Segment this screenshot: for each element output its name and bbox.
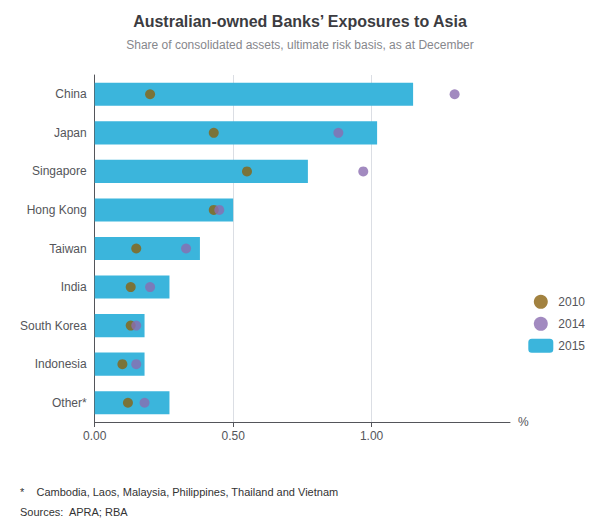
svg-text:0.50: 0.50 (221, 429, 245, 443)
svg-text:Hong Kong: Hong Kong (27, 203, 87, 217)
svg-text:Indonesia: Indonesia (35, 357, 87, 371)
svg-text:2014: 2014 (558, 317, 585, 331)
svg-text:Taiwan: Taiwan (49, 242, 86, 256)
svg-text:Japan: Japan (54, 126, 87, 140)
svg-text:2010: 2010 (558, 295, 585, 309)
svg-text:0.00: 0.00 (83, 429, 107, 443)
svg-text:India: India (61, 280, 87, 294)
svg-text:* Cambodia, Laos, Malaysia,: * Cambodia, Laos, Malaysia, Philippines,… (20, 486, 338, 498)
svg-text:Australian-owned Banks’ Exposu: Australian-owned Banks’ Exposures to Asi… (133, 13, 467, 30)
svg-text:Other*: Other* (52, 396, 87, 410)
svg-text:1.00: 1.00 (360, 429, 384, 443)
svg-text:South Korea: South Korea (20, 319, 87, 333)
svg-text:2015: 2015 (558, 339, 585, 353)
svg-text:%: % (518, 415, 529, 429)
svg-text:China: China (55, 87, 87, 101)
svg-text:Share of consolidated assets,: Share of consolidated assets, ultimate r… (126, 38, 474, 52)
svg-text:Singapore: Singapore (32, 164, 87, 178)
svg-text:Sources: APRA; RBA: Sources: APRA; RBA (20, 506, 128, 518)
